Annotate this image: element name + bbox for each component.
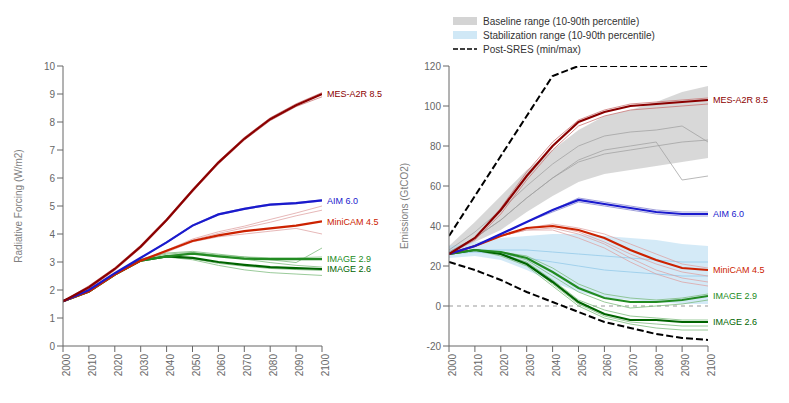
svg-text:60: 60 xyxy=(430,181,442,192)
svg-text:2020: 2020 xyxy=(499,354,510,377)
svg-text:2010: 2010 xyxy=(87,354,98,377)
svg-text:2030: 2030 xyxy=(139,354,150,377)
svg-text:5: 5 xyxy=(49,201,55,212)
svg-text:AIM 6.0: AIM 6.0 xyxy=(327,196,358,206)
svg-text:IMAGE 2.6: IMAGE 2.6 xyxy=(713,317,757,327)
svg-text:100: 100 xyxy=(424,101,441,112)
html-text:Post-SRES (min/max): Post-SRES (min/max) xyxy=(483,43,581,55)
svg-text:2070: 2070 xyxy=(242,354,253,377)
svg-text:2020: 2020 xyxy=(113,354,124,377)
svg-text:MES-A2R 8.5: MES-A2R 8.5 xyxy=(327,89,382,99)
svg-text:2100: 2100 xyxy=(706,354,717,377)
svg-text:7: 7 xyxy=(49,145,55,156)
svg-text:1: 1 xyxy=(49,313,55,324)
svg-text:2000: 2000 xyxy=(61,354,72,377)
svg-text:2040: 2040 xyxy=(165,354,176,377)
svg-text:IMAGE 2.9: IMAGE 2.9 xyxy=(713,291,757,301)
html-text:Stabilization range (10-90th p: Stabilization range (10-90th percentile) xyxy=(483,29,655,41)
svg-text:Radiative Forcing (W/m2): Radiative Forcing (W/m2) xyxy=(13,149,24,262)
svg-text:2050: 2050 xyxy=(191,354,202,377)
svg-text:2000: 2000 xyxy=(447,354,458,377)
svg-text:0: 0 xyxy=(49,341,55,352)
svg-text:2010: 2010 xyxy=(473,354,484,377)
svg-text:2080: 2080 xyxy=(654,354,665,377)
svg-text:2: 2 xyxy=(49,285,55,296)
svg-text:2030: 2030 xyxy=(525,354,536,377)
html-text:Baseline range (10-90th percen: Baseline range (10-90th percentile) xyxy=(483,15,640,27)
svg-text:2090: 2090 xyxy=(294,354,305,377)
svg-text:120: 120 xyxy=(424,61,441,72)
svg-text:2060: 2060 xyxy=(603,354,614,377)
svg-text:2090: 2090 xyxy=(680,354,691,377)
svg-text:MiniCAM 4.5: MiniCAM 4.5 xyxy=(327,217,379,227)
svg-text:MES-A2R 8.5: MES-A2R 8.5 xyxy=(713,95,768,105)
svg-text:9: 9 xyxy=(49,89,55,100)
svg-text:10: 10 xyxy=(44,61,56,72)
svg-text:2040: 2040 xyxy=(551,354,562,377)
svg-text:6: 6 xyxy=(49,173,55,184)
svg-text:Emissions (GtCO2): Emissions (GtCO2) xyxy=(399,163,410,249)
svg-text:2080: 2080 xyxy=(268,354,279,377)
svg-text:-20: -20 xyxy=(427,341,442,352)
svg-text:4: 4 xyxy=(49,229,55,240)
svg-text:2060: 2060 xyxy=(217,354,228,377)
svg-text:40: 40 xyxy=(430,221,442,232)
svg-text:3: 3 xyxy=(49,257,55,268)
svg-text:IMAGE 2.6: IMAGE 2.6 xyxy=(327,264,371,274)
svg-text:AIM 6.0: AIM 6.0 xyxy=(713,209,744,219)
svg-text:2100: 2100 xyxy=(320,354,331,377)
svg-text:2070: 2070 xyxy=(628,354,639,377)
svg-text:80: 80 xyxy=(430,141,442,152)
svg-text:IMAGE 2.9: IMAGE 2.9 xyxy=(327,254,371,264)
svg-text:8: 8 xyxy=(49,117,55,128)
svg-text:0: 0 xyxy=(435,301,441,312)
svg-text:2050: 2050 xyxy=(577,354,588,377)
svg-text:20: 20 xyxy=(430,261,442,272)
svg-text:MiniCAM 4.5: MiniCAM 4.5 xyxy=(713,265,765,275)
